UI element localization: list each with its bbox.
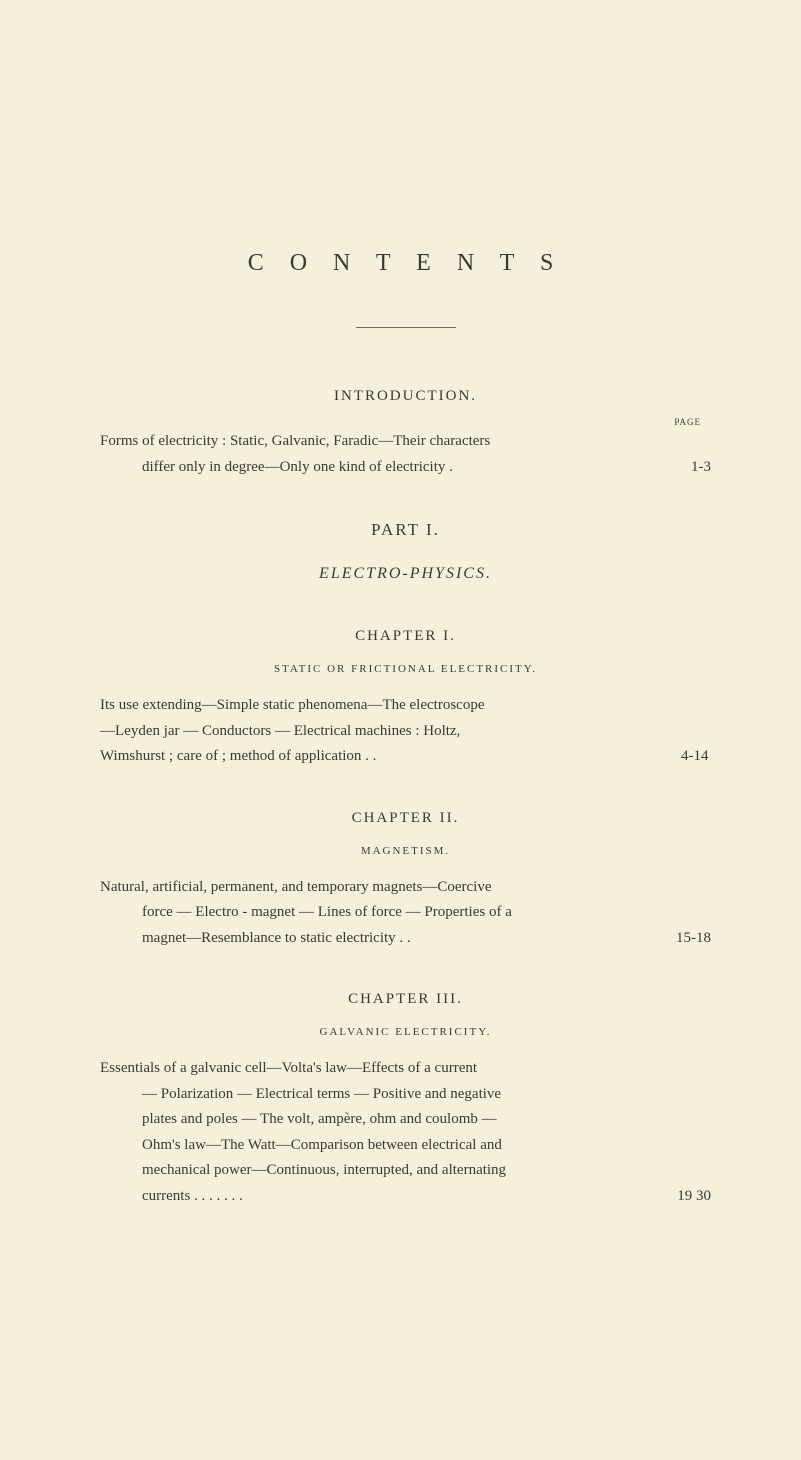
page-label: PAGE <box>100 417 711 427</box>
introduction-block: INTRODUCTION. PAGE Forms of electricity … <box>100 388 711 480</box>
chapter1-heading: CHAPTER I. <box>100 628 711 645</box>
entry-line: Forms of electricity : Static, Galvanic,… <box>100 429 711 455</box>
part-heading: PART I. <box>100 520 711 540</box>
entry-text-final: currents . . . . . . . <box>142 1184 243 1210</box>
chapter3-entry: Essentials of a galvanic cell—Volta's la… <box>100 1056 711 1209</box>
entry-line: Ohm's law—The Watt—Comparison between el… <box>100 1133 711 1159</box>
entry-line: Essentials of a galvanic cell—Volta's la… <box>100 1056 711 1082</box>
entry-line: Natural, artificial, permanent, and temp… <box>100 875 711 901</box>
entry-line: Its use extending—Simple static phenomen… <box>130 693 711 719</box>
chapter2-subtitle: MAGNETISM. <box>100 845 711 857</box>
chapter1-entry: Its use extending—Simple static phenomen… <box>100 693 711 770</box>
entry-line: — Polarization — Electrical terms — Posi… <box>100 1082 711 1108</box>
entry-line: —Leyden jar — Conductors — Electrical ma… <box>130 719 711 745</box>
chapter1-block: CHAPTER I. STATIC OR FRICTIONAL ELECTRIC… <box>100 628 711 770</box>
chapter3-heading: CHAPTER III. <box>100 991 711 1008</box>
entry-last-line: differ only in degree—Only one kind of e… <box>100 455 711 481</box>
title-rule <box>356 327 456 328</box>
entry-text-final: differ only in degree—Only one kind of e… <box>142 455 453 481</box>
introduction-heading: INTRODUCTION. <box>100 388 711 405</box>
entry-text-final: Wimshurst ; care of ; method of applicat… <box>130 744 376 770</box>
chapter3-block: CHAPTER III. GALVANIC ELECTRICITY. Essen… <box>100 991 711 1209</box>
contents-title: C O N T E N T S <box>100 250 711 277</box>
chapter2-heading: CHAPTER II. <box>100 810 711 827</box>
entry-text-final: magnet—Resemblance to static electricity… <box>142 926 411 952</box>
chapter3-subtitle: GALVANIC ELECTRICITY. <box>100 1026 711 1038</box>
entry-line: force — Electro - magnet — Lines of forc… <box>100 900 711 926</box>
part-subtitle: ELECTRO-PHYSICS. <box>100 565 711 583</box>
chapter1-subtitle: STATIC OR FRICTIONAL ELECTRICITY. <box>100 663 711 675</box>
entry-last-line: magnet—Resemblance to static electricity… <box>100 926 711 952</box>
chapter2-block: CHAPTER II. MAGNETISM. Natural, artifici… <box>100 810 711 952</box>
page-range: 1-3 <box>661 455 711 481</box>
entry-last-line: currents . . . . . . . 19 30 <box>100 1184 711 1210</box>
entry-last-line: Wimshurst ; care of ; method of applicat… <box>130 744 711 770</box>
page-container: C O N T E N T S INTRODUCTION. PAGE Forms… <box>100 250 711 1460</box>
page-range: 19 30 <box>647 1184 711 1210</box>
page-range: 15-18 <box>646 926 711 952</box>
page-range: 4-14 <box>681 744 711 770</box>
introduction-entry: Forms of electricity : Static, Galvanic,… <box>100 429 711 480</box>
chapter2-entry: Natural, artificial, permanent, and temp… <box>100 875 711 952</box>
entry-line: mechanical power—Continuous, interrupted… <box>100 1158 711 1184</box>
entry-line: plates and poles — The volt, ampère, ohm… <box>100 1107 711 1133</box>
